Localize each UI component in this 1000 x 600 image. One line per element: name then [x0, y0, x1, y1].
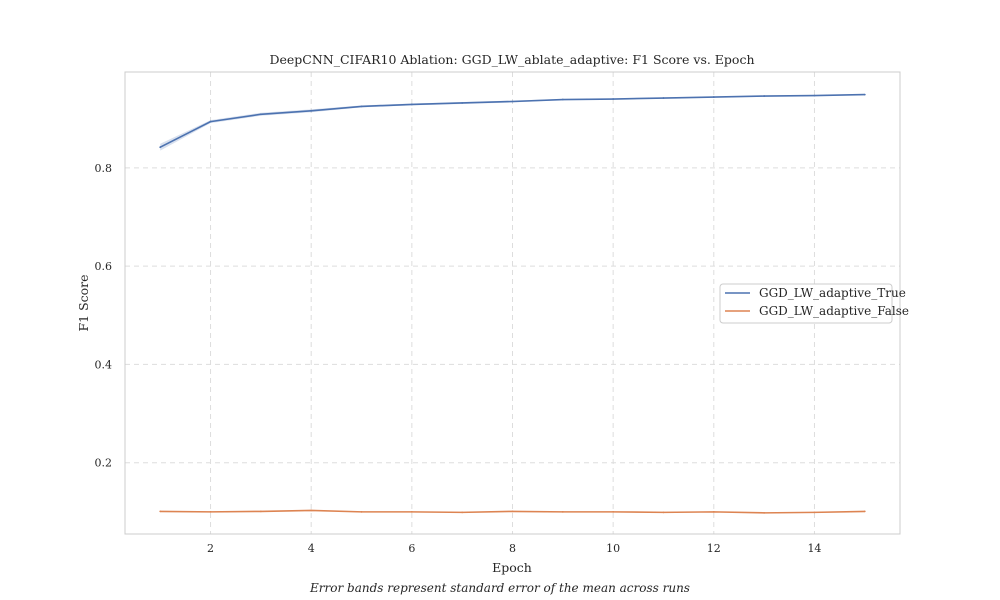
- legend-box: [719, 283, 893, 324]
- data-point: [662, 97, 665, 99]
- data-point: [863, 510, 866, 513]
- data-point: [763, 511, 766, 514]
- data-point: [612, 510, 615, 513]
- x-tick-label: 10: [606, 542, 620, 555]
- chart-caption: Error bands represent standard error of …: [310, 581, 690, 595]
- x-tick-label: 4: [308, 542, 315, 555]
- y-tick-label: 0.6: [95, 260, 113, 273]
- data-point: [511, 510, 514, 513]
- data-point: [612, 98, 615, 100]
- data-point: [561, 510, 564, 513]
- data-point: [813, 511, 816, 514]
- x-tick-label: 2: [207, 542, 214, 555]
- data-point: [209, 120, 212, 123]
- data-point: [310, 509, 313, 512]
- chart-title: DeepCNN_CIFAR10 Ablation: GGD_LW_ablate_…: [269, 52, 754, 67]
- data-point: [511, 100, 514, 103]
- data-point: [159, 510, 162, 513]
- data-point: [863, 93, 866, 96]
- y-axis-label: F1 Score: [76, 274, 91, 331]
- x-tick-label: 8: [509, 542, 516, 555]
- series-GGD_LW_adaptive_False: [159, 509, 866, 514]
- data-point: [159, 146, 162, 149]
- legend: GGD_LW_adaptive_True GGD_LW_adaptive_Fal…: [719, 283, 909, 324]
- x-tick-label: 14: [807, 542, 821, 555]
- data-point: [662, 511, 665, 514]
- data-point: [310, 109, 313, 112]
- series-GGD_LW_adaptive_True: [159, 93, 866, 151]
- data-point: [259, 510, 262, 513]
- y-tick-label: 0.2: [95, 457, 113, 470]
- data-point: [360, 510, 363, 513]
- axis-ticks: 2 4 6 8 10 12 14 0.2 0.4 0.6 0.8: [95, 162, 822, 555]
- x-axis-label: Epoch: [492, 560, 532, 575]
- data-point: [712, 96, 715, 98]
- data-point: [561, 98, 564, 101]
- data-point: [259, 113, 262, 116]
- data-point: [410, 510, 413, 513]
- grid: [125, 72, 900, 534]
- plot-area-frame: [124, 71, 901, 535]
- data-point: [209, 510, 212, 513]
- data-point: [712, 510, 715, 513]
- data-point: [461, 102, 464, 104]
- x-tick-label: 6: [408, 542, 415, 555]
- x-tick-label: 12: [707, 542, 721, 555]
- legend-label-false: GGD_LW_adaptive_False: [759, 304, 909, 318]
- y-tick-label: 0.4: [95, 358, 113, 371]
- data-point: [360, 105, 363, 108]
- data-point: [813, 94, 816, 97]
- legend-label-true: GGD_LW_adaptive_True: [759, 286, 906, 300]
- y-tick-label: 0.8: [95, 162, 113, 175]
- series: [159, 93, 866, 514]
- data-point: [410, 103, 413, 106]
- data-point: [461, 511, 464, 514]
- data-point: [763, 95, 766, 97]
